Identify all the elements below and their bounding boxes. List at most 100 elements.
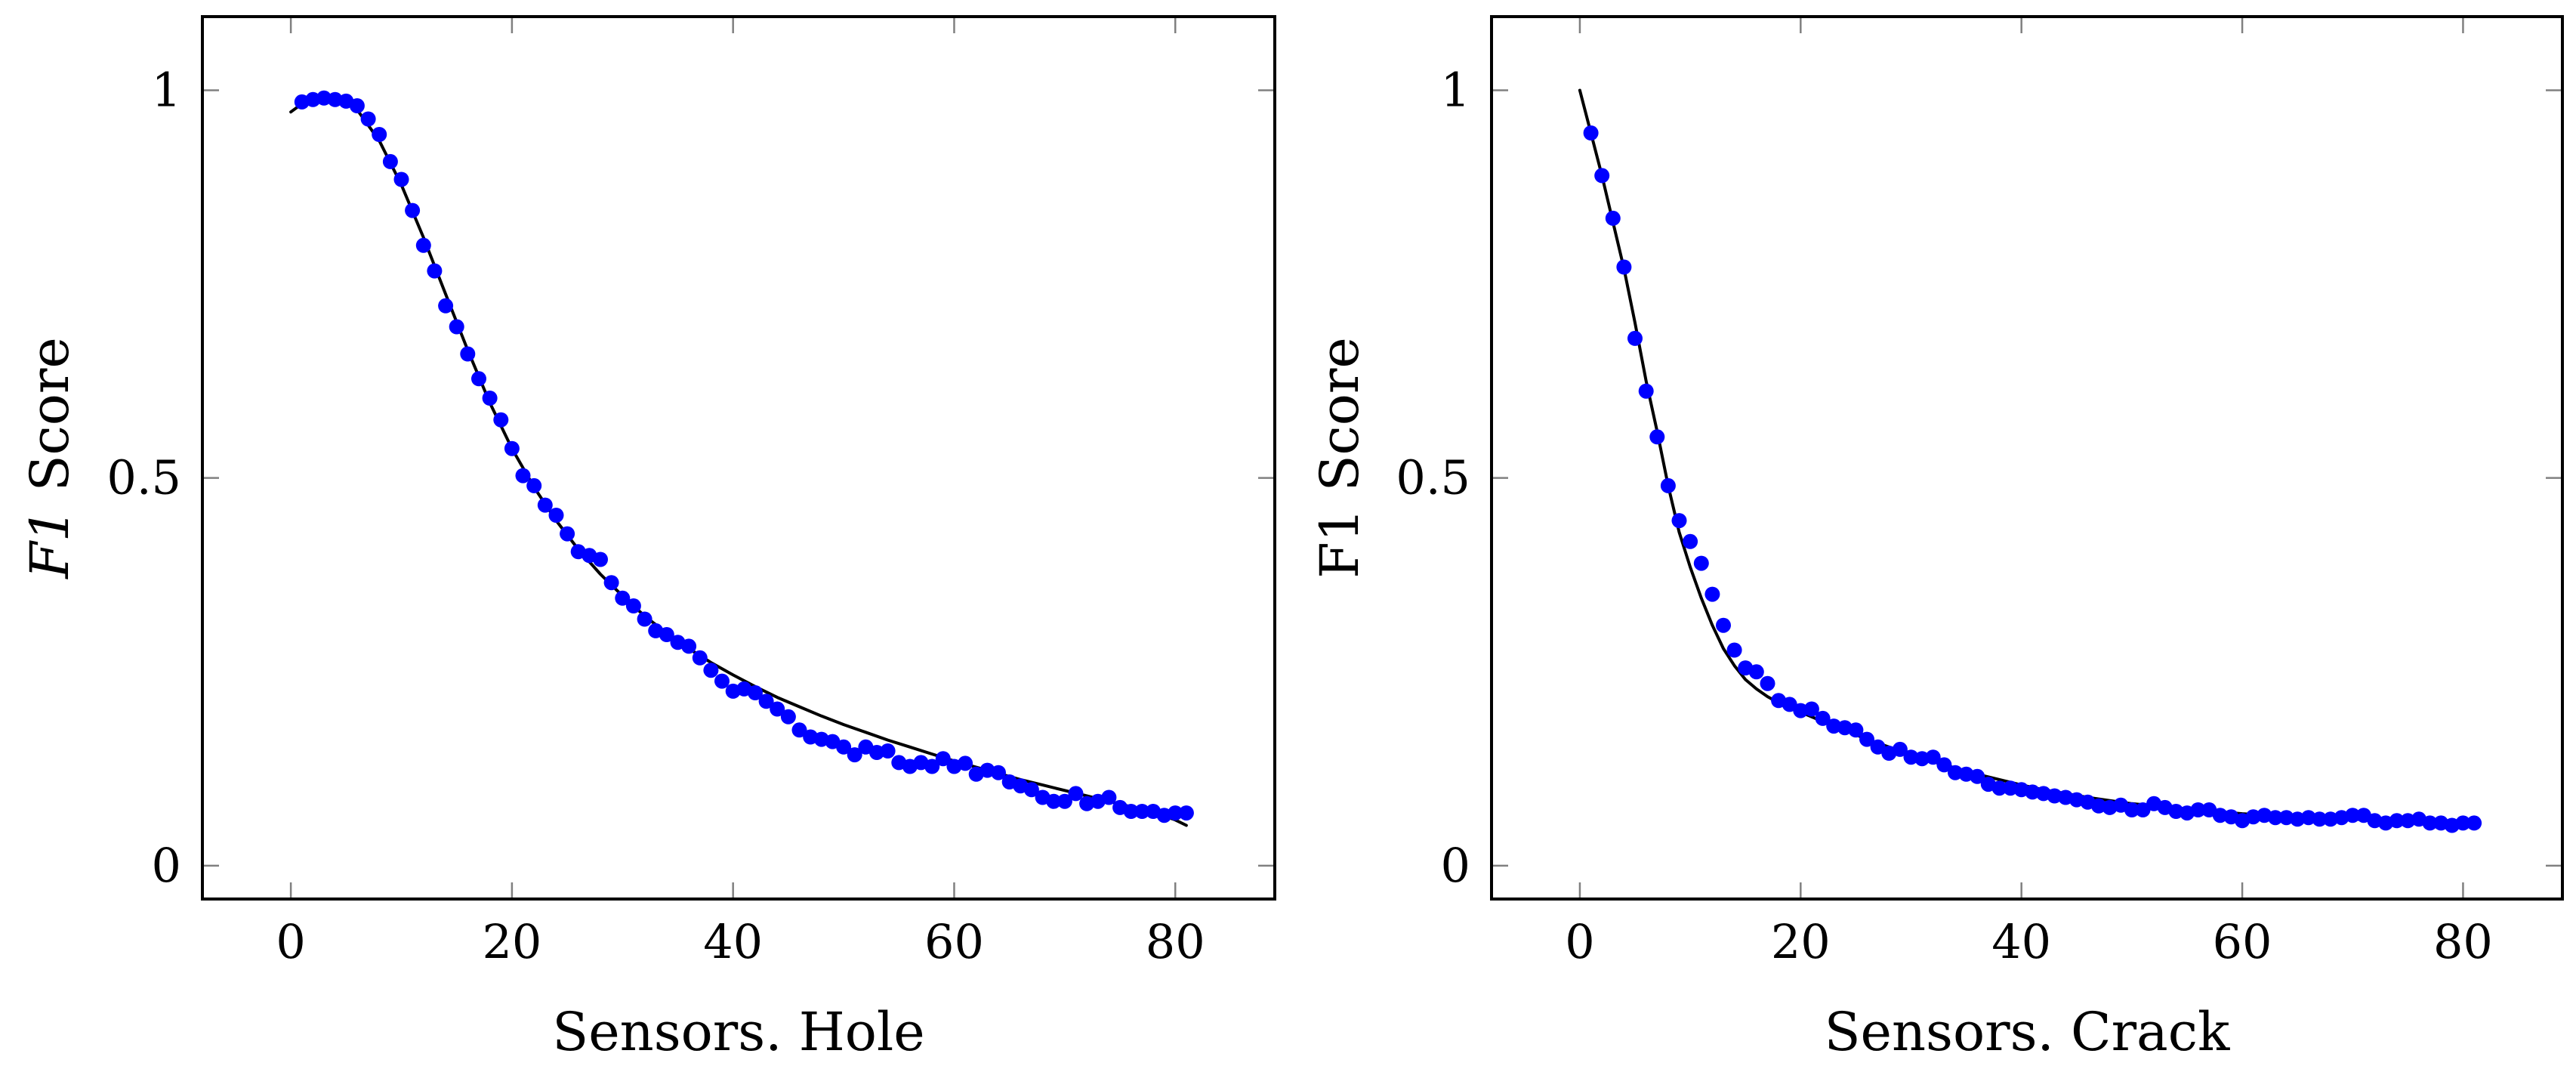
- hole-data-point: [349, 98, 365, 113]
- crack-ticks: [1492, 17, 2562, 899]
- crack-x-tick-label: 40: [1991, 914, 2051, 969]
- crack-y-axis-label: F1 Score: [1309, 337, 1371, 579]
- hole-data-point: [504, 440, 520, 456]
- crack-data-point: [2455, 815, 2471, 831]
- hole-plot-frame: [201, 15, 1276, 901]
- crack-data-point: [1660, 477, 1676, 493]
- hole-data-point: [471, 371, 486, 387]
- crack-data-point: [2466, 815, 2482, 831]
- crack-data-point: [2345, 808, 2361, 823]
- crack-data-point: [2278, 810, 2294, 826]
- crack-data-point: [1892, 741, 1908, 757]
- hole-data-point: [714, 673, 730, 689]
- crack-data-point: [1848, 722, 1864, 738]
- hole-data-point: [427, 263, 443, 279]
- hole-y-tick-label: 0.5: [106, 450, 181, 505]
- hole-data-point: [637, 611, 652, 627]
- hole-data-point: [1068, 786, 1084, 802]
- hole-data-point: [493, 412, 509, 428]
- crack-data-point: [1936, 757, 1952, 773]
- hole-data-point: [1134, 804, 1150, 819]
- crack-data-point: [1683, 533, 1698, 549]
- crack-data-point: [1815, 710, 1831, 726]
- hole-data-point: [515, 468, 531, 484]
- crack-data-point: [1826, 718, 1842, 734]
- hole-data-point: [935, 751, 951, 767]
- hole-data-point: [991, 765, 1006, 780]
- crack-x-tick-label: 60: [2213, 914, 2272, 969]
- crack-data-point: [2245, 809, 2261, 825]
- crack-data-point: [2267, 810, 2283, 826]
- crack-x-tick-label: 0: [1565, 914, 1594, 969]
- hole-data-point: [526, 477, 542, 493]
- hole-markers-group: [294, 90, 1194, 823]
- hole-data-point: [316, 90, 332, 106]
- hole-fit-line: [289, 93, 1188, 827]
- hole-data-point: [460, 346, 476, 362]
- hole-data-point: [924, 758, 940, 774]
- crack-data-point: [1793, 703, 1809, 718]
- hole-data-point: [791, 722, 807, 738]
- crack-data-point: [2168, 804, 2184, 819]
- hole-data-point: [415, 237, 431, 253]
- crack-tick-labels: 0 20 40 60 80 0 0.5 1: [1396, 63, 2492, 969]
- crack-data-point: [1748, 664, 1764, 680]
- hole-x-tick-label: 80: [1146, 914, 1205, 969]
- crack-y-tick-label: 1: [1441, 63, 1470, 118]
- hole-x-tick-label: 40: [703, 914, 763, 969]
- crack-data-point: [1583, 125, 1599, 141]
- hole-data-point: [770, 701, 785, 717]
- hole-y-tick-label: 1: [152, 63, 181, 118]
- crack-x-tick-label: 20: [1771, 914, 1831, 969]
- hole-x-tick-label: 0: [276, 914, 305, 969]
- hole-chart-panel: 0 20 40 60 80 0 0.5 1 Sensors. Hole F1 Score: [19, 15, 1276, 1063]
- hole-data-point: [1168, 805, 1183, 821]
- hole-data-point: [1123, 804, 1139, 819]
- hole-fit-line-group: [289, 93, 1188, 827]
- crack-markers-group: [1583, 125, 2482, 833]
- crack-data-point: [2389, 813, 2405, 829]
- crack-data-point: [1870, 739, 1886, 755]
- crack-data-point: [2047, 788, 2062, 804]
- crack-data-point: [2190, 802, 2206, 817]
- hole-x-axis-label: Sensors. Hole: [552, 1001, 924, 1063]
- hole-data-point: [372, 127, 387, 142]
- hole-data-point: [537, 497, 553, 513]
- hole-data-point: [548, 508, 564, 523]
- hole-data-point: [482, 391, 498, 406]
- crack-data-point: [1726, 642, 1742, 658]
- hole-data-point: [780, 709, 796, 725]
- crack-data-point: [1803, 701, 1819, 717]
- hole-data-point: [1057, 793, 1072, 809]
- hole-y-axis-label-rest: Score: [19, 337, 81, 508]
- crack-data-point: [1991, 780, 2007, 796]
- crack-data-point: [2300, 810, 2316, 826]
- hole-data-point: [836, 739, 852, 755]
- hole-data-point: [1023, 782, 1039, 798]
- crack-data-point: [2212, 808, 2228, 823]
- crack-y-axis-label-rest: F1 Score: [1309, 337, 1371, 579]
- hole-data-point: [748, 685, 763, 700]
- hole-x-tick-label: 20: [482, 914, 541, 969]
- hole-data-point: [1178, 805, 1194, 821]
- crack-data-point: [2312, 811, 2328, 827]
- hole-data-point: [405, 202, 421, 218]
- hole-x-tick-label: 60: [924, 914, 984, 969]
- crack-data-point: [1716, 617, 1731, 633]
- hole-data-point: [603, 575, 619, 591]
- hole-data-point: [659, 627, 674, 642]
- crack-data-point: [1760, 675, 1775, 691]
- hole-data-point: [758, 694, 774, 709]
- crack-data-point: [1605, 210, 1621, 226]
- hole-data-point: [305, 91, 321, 107]
- crack-data-point: [1649, 429, 1665, 445]
- hole-y-axis-label: F1 Score: [19, 337, 81, 580]
- crack-data-point: [1693, 555, 1709, 571]
- hole-data-point: [560, 526, 575, 542]
- hole-data-point: [438, 298, 454, 314]
- hole-data-point: [625, 598, 641, 613]
- crack-data-point: [1970, 768, 1985, 784]
- hole-data-point: [869, 745, 884, 760]
